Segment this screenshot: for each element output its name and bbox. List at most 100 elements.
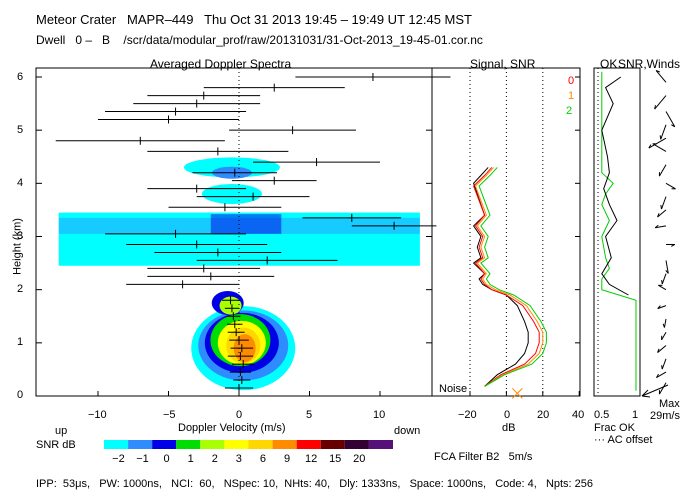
noise-label: Noise <box>439 383 468 395</box>
series-label-1: 1 <box>568 90 575 102</box>
signal-marker <box>511 387 523 399</box>
y-tick: 1 <box>17 336 24 348</box>
legend-swatch <box>272 440 297 449</box>
wind-arrow-head <box>655 70 661 73</box>
legend-swatch <box>128 440 153 449</box>
signal-series-1 <box>474 167 544 387</box>
max-wind-arrow-head <box>641 389 649 397</box>
ok-series-snr <box>601 76 629 296</box>
snr-fill-lower <box>219 296 242 315</box>
wind-arrow-head <box>654 224 659 229</box>
wind-arrow <box>665 111 676 128</box>
wind-arrow-head <box>665 269 669 274</box>
wind-arrow-head <box>661 280 663 285</box>
wind-arrow-head <box>654 105 656 110</box>
snr-db-label: SNR dB <box>36 439 76 451</box>
wind-arrow <box>665 182 676 190</box>
header-title: Meteor Crater MAPR–449 Thu Oct 31 2013 1… <box>36 12 472 27</box>
wind-arrow <box>661 331 667 341</box>
fca-label: FCA Filter B2 5m/s <box>434 451 533 463</box>
legend-value: 20 <box>353 453 365 465</box>
legend-swatch <box>200 440 225 449</box>
wind-arrow-head <box>659 135 662 140</box>
series-label-2: 2 <box>566 105 573 117</box>
wind-arrow-head <box>661 365 663 370</box>
y-tick: 3 <box>17 230 24 242</box>
snr-fill-layer <box>210 214 282 234</box>
header-dwell: Dwell 0 – B /scr/data/modular_prof/raw/2… <box>36 33 483 47</box>
frac-ok-label: Frac OK <box>594 422 635 434</box>
x-tick: −10 <box>88 409 107 421</box>
y-tick: 5 <box>17 124 24 136</box>
max-wind-arrow <box>641 384 669 397</box>
up-label: up <box>55 425 68 437</box>
signal-series-2 <box>478 167 547 387</box>
wind-arrow <box>657 305 667 310</box>
legend-value: 15 <box>329 453 341 465</box>
legend-value: 6 <box>260 453 266 465</box>
y-tick: 6 <box>17 71 24 83</box>
wind-arrow <box>661 358 667 370</box>
legend-swatch <box>344 440 369 449</box>
ok-title: OK <box>600 57 618 71</box>
legend-value: 9 <box>284 453 290 465</box>
legend-swatch <box>176 440 201 449</box>
snr-winds-title: SNR,Winds <box>618 57 681 71</box>
signal-tick: 40 <box>572 409 585 421</box>
wind-arrow <box>663 318 667 328</box>
wind-arrow <box>658 382 667 395</box>
legend-swatch <box>152 440 177 449</box>
wind-arrow <box>656 371 667 379</box>
wind-arrow <box>657 345 667 353</box>
ok-frame <box>593 67 641 397</box>
signal-tick: −20 <box>458 409 477 421</box>
legend-swatch <box>104 440 129 449</box>
x-tick: 10 <box>373 409 386 421</box>
frac-tick: 0.5 <box>594 409 610 421</box>
max-wind-arrow-head <box>641 395 651 398</box>
x-axis-label: Doppler Velocity (m/s) <box>178 422 286 434</box>
legend-swatch <box>368 440 393 449</box>
wind-arrow-head <box>671 244 676 247</box>
signal-series-0 <box>473 167 540 387</box>
wind-arrow <box>665 260 669 274</box>
y-tick: 0 <box>17 389 24 401</box>
wind-arrow <box>658 284 667 291</box>
wind-arrow <box>657 209 667 218</box>
legend-value: −1 <box>136 453 149 465</box>
wind-arrow <box>655 70 667 83</box>
max-value: 29m/s <box>650 410 680 422</box>
wind-arrow <box>661 196 667 210</box>
max-label: Max <box>659 398 680 410</box>
y-tick: 4 <box>17 177 24 189</box>
series-label-0: 0 <box>568 75 575 87</box>
legend-swatch <box>248 440 273 449</box>
legend-swatch <box>224 440 249 449</box>
wind-arrow-head <box>662 323 665 328</box>
wind-arrow <box>648 137 667 149</box>
signal-title: Signal, SNR <box>470 57 536 71</box>
frac-tick: 1 <box>632 409 639 421</box>
x-tick: 5 <box>306 409 313 421</box>
ac-offset-label: ··· AC offset <box>594 434 653 446</box>
wind-arrow <box>660 124 667 140</box>
legend-swatch <box>296 440 321 449</box>
wind-arrow-head <box>657 348 660 353</box>
legend-value: −2 <box>112 453 125 465</box>
down-label: down <box>394 425 421 437</box>
legend-value: 0 <box>164 453 170 465</box>
wind-arrow-head <box>657 213 660 218</box>
wind-arrow-head <box>660 204 662 210</box>
y-tick: 2 <box>17 283 24 295</box>
wind-arrow-head <box>648 144 652 149</box>
footer-params: IPP: 53μs, PW: 1000ns, NCI: 60, NSpec: 1… <box>36 478 594 490</box>
wind-arrow <box>661 273 667 285</box>
signal-db-label: dB <box>502 422 516 434</box>
legend-swatch <box>320 440 345 449</box>
spectra-title: Averaged Doppler Spectra <box>150 57 292 71</box>
y-axis-label: Height (km) <box>11 218 24 275</box>
wind-arrow <box>654 95 667 110</box>
wind-arrow <box>658 164 667 177</box>
ok-series-frac_ok <box>601 71 637 391</box>
